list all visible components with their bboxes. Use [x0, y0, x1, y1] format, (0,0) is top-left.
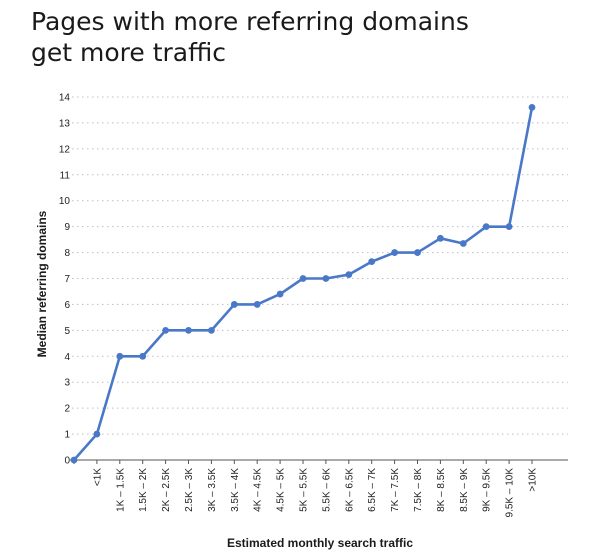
x-tick-label: 2.5K – 3K [184, 468, 195, 512]
data-point [93, 430, 101, 438]
x-tick-label: 9.5K – 10K [505, 468, 516, 518]
series-line [72, 106, 534, 462]
x-tick-label: 9K – 9.5K [482, 468, 493, 512]
x-tick-label: 7K – 7.5K [390, 468, 401, 512]
y-tick-label: 13 [59, 118, 71, 129]
y-tick-label: 14 [59, 93, 71, 104]
data-point [505, 223, 513, 231]
data-point [391, 249, 398, 256]
x-tick-label: 4K – 4.5K [253, 468, 264, 512]
chart-title: Pages with more referring domains get mo… [31, 6, 571, 68]
chart-title-line-1: Pages with more referring domains [31, 7, 469, 36]
data-point [299, 275, 307, 282]
data-point [253, 301, 261, 308]
data-point [345, 271, 353, 279]
axes [70, 459, 568, 464]
x-tick-label: <1K [92, 468, 103, 486]
y-tick-label: 11 [60, 170, 71, 181]
x-axis-label: Estimated monthly search traffic [226, 536, 414, 550]
data-point [116, 352, 124, 360]
data-point [276, 290, 284, 298]
x-tick-label: 8K – 8.5K [436, 468, 447, 512]
y-tick-label: 12 [59, 144, 71, 155]
data-point [414, 249, 421, 256]
data-point [459, 240, 467, 247]
y-tick-label: 7 [64, 274, 70, 285]
series-median-referring-domains [70, 103, 536, 464]
x-tick-label: 7.5K – 8K [413, 468, 424, 512]
data-point [368, 258, 376, 266]
data-point [185, 326, 192, 334]
x-tick-label: 1K – 1.5K [115, 468, 126, 512]
data-point [139, 352, 147, 360]
y-tick-label: 2 [64, 404, 70, 415]
y-tick-label: 6 [64, 300, 70, 311]
data-point [162, 326, 170, 334]
gridlines [72, 96, 568, 435]
x-tick-label: 6K – 6.5K [344, 468, 355, 512]
x-tick-label: 8.5K – 9K [459, 468, 470, 512]
x-tick-label: >10K [528, 468, 539, 492]
data-point [528, 103, 536, 111]
y-tick-label: 1 [64, 430, 70, 441]
y-tick-label: 0 [64, 456, 70, 467]
x-tick-label: 2K – 2.5K [161, 468, 172, 512]
data-point [70, 456, 78, 464]
data-point [437, 234, 444, 242]
x-tick-label: 1.5K – 2K [138, 468, 149, 512]
x-tick-label: 4.5K – 5K [276, 468, 287, 512]
data-point [230, 301, 238, 308]
y-tick-label: 4 [64, 352, 70, 363]
x-tick-label: 5.5K – 6K [321, 468, 332, 512]
data-point [482, 223, 490, 231]
y-tick-label: 9 [64, 222, 70, 233]
y-tick-label: 10 [59, 196, 71, 207]
x-tick-label: 5K – 5.5K [299, 468, 310, 512]
chart-title-line-2: get more traffic [31, 38, 227, 67]
data-point [208, 326, 215, 334]
x-tick-label: 3.5K – 4K [230, 468, 241, 512]
data-point [322, 275, 330, 282]
x-tick-labels: <1K 1K – 1.5K 1.5K – 2K 2K – 2.5K 2.5K – 3K 3… [92, 468, 538, 518]
x-tick-label: 3K – 3.5K [207, 468, 218, 512]
y-tick-label: 5 [64, 326, 70, 337]
y-tick-label: 8 [64, 248, 70, 259]
x-tick-label: 6.5K – 7K [367, 468, 378, 512]
y-tick-label: 3 [64, 378, 70, 389]
